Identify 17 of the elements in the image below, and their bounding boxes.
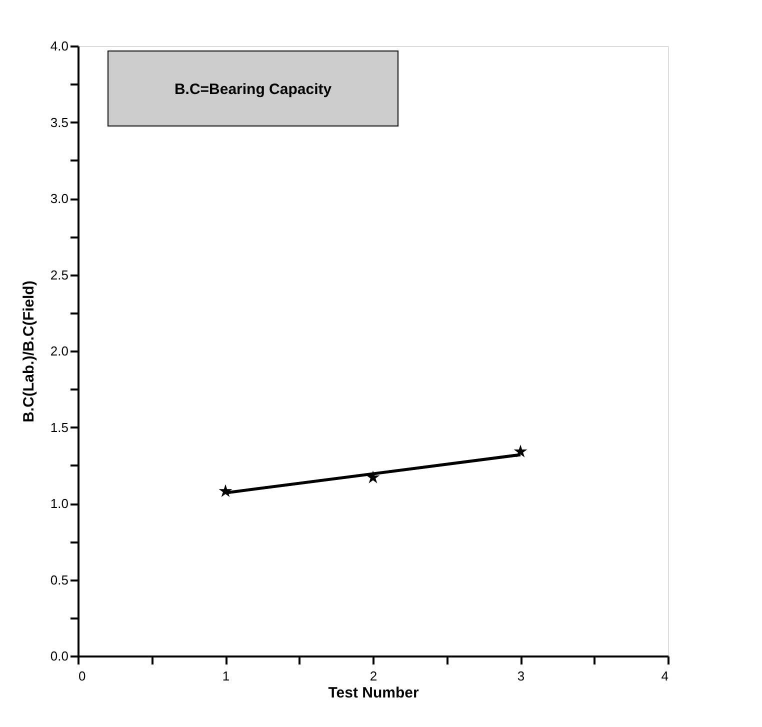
- y-tick-label: 0.0: [50, 648, 68, 664]
- annotation: B.C=Bearing Capacity: [174, 81, 332, 98]
- y-tick-label: 1.0: [50, 496, 68, 511]
- x-tick-label: 3: [517, 668, 525, 684]
- y-tick-label: 3.5: [50, 114, 68, 130]
- y-tick-label: 0.5: [50, 572, 68, 588]
- x-tick-label: 0: [78, 668, 86, 684]
- y-axis-title: B.C(Lab.)/B.C(Field): [20, 280, 38, 422]
- x-tick-label: 2: [370, 668, 378, 684]
- y-tick-label: 2.5: [50, 267, 68, 282]
- y-tick-label: 3.0: [50, 191, 68, 206]
- y-tick-label: 4.0: [50, 38, 68, 54]
- y-tick-label: 2.0: [50, 344, 68, 358]
- x-tick-label: 1: [222, 668, 230, 684]
- y-tick-label: 1.5: [50, 420, 68, 435]
- x-tick-label: 4: [661, 668, 668, 684]
- x-axis-title: Test Number: [328, 684, 419, 702]
